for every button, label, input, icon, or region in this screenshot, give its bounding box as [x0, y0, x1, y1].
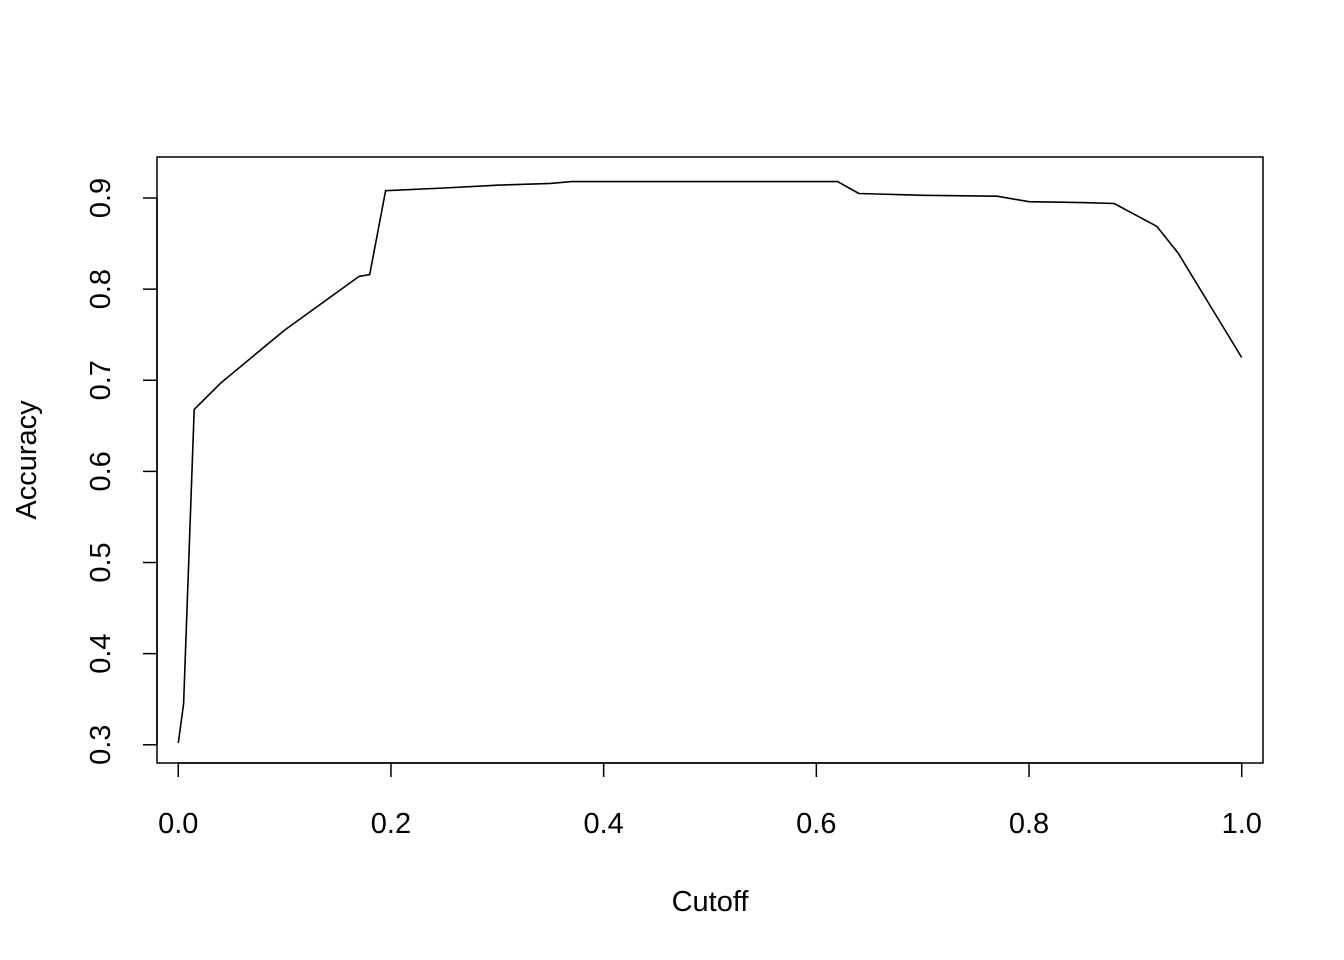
plot-frame	[156, 156, 1264, 764]
y-axis: 0.3 0.4 0.5 0.6 0.7 0.8 0.9	[85, 178, 158, 765]
y-tick-label: 0.4	[85, 633, 117, 673]
y-tick-label: 0.7	[85, 360, 117, 400]
x-axis: 0.0 0.2 0.4 0.6 0.8 1.0	[158, 762, 1262, 840]
x-tick-label: 0.8	[1009, 808, 1049, 840]
series-layer	[177, 180, 1243, 744]
x-axis-title: Cutoff	[672, 886, 750, 918]
series-line	[177, 180, 1243, 744]
x-tick-label: 0.0	[158, 808, 198, 840]
x-tick-label: 1.0	[1222, 808, 1262, 840]
y-tick-label: 0.8	[85, 269, 117, 309]
y-tick-label: 0.5	[85, 542, 117, 582]
y-tick-label: 0.6	[85, 451, 117, 491]
x-tick-label: 0.2	[371, 808, 411, 840]
x-tick-label: 0.6	[796, 808, 836, 840]
y-axis-title: Accuracy	[11, 400, 43, 520]
x-tick-label: 0.4	[583, 808, 623, 840]
y-tick-label: 0.9	[85, 178, 117, 218]
y-tick-label: 0.3	[85, 725, 117, 765]
